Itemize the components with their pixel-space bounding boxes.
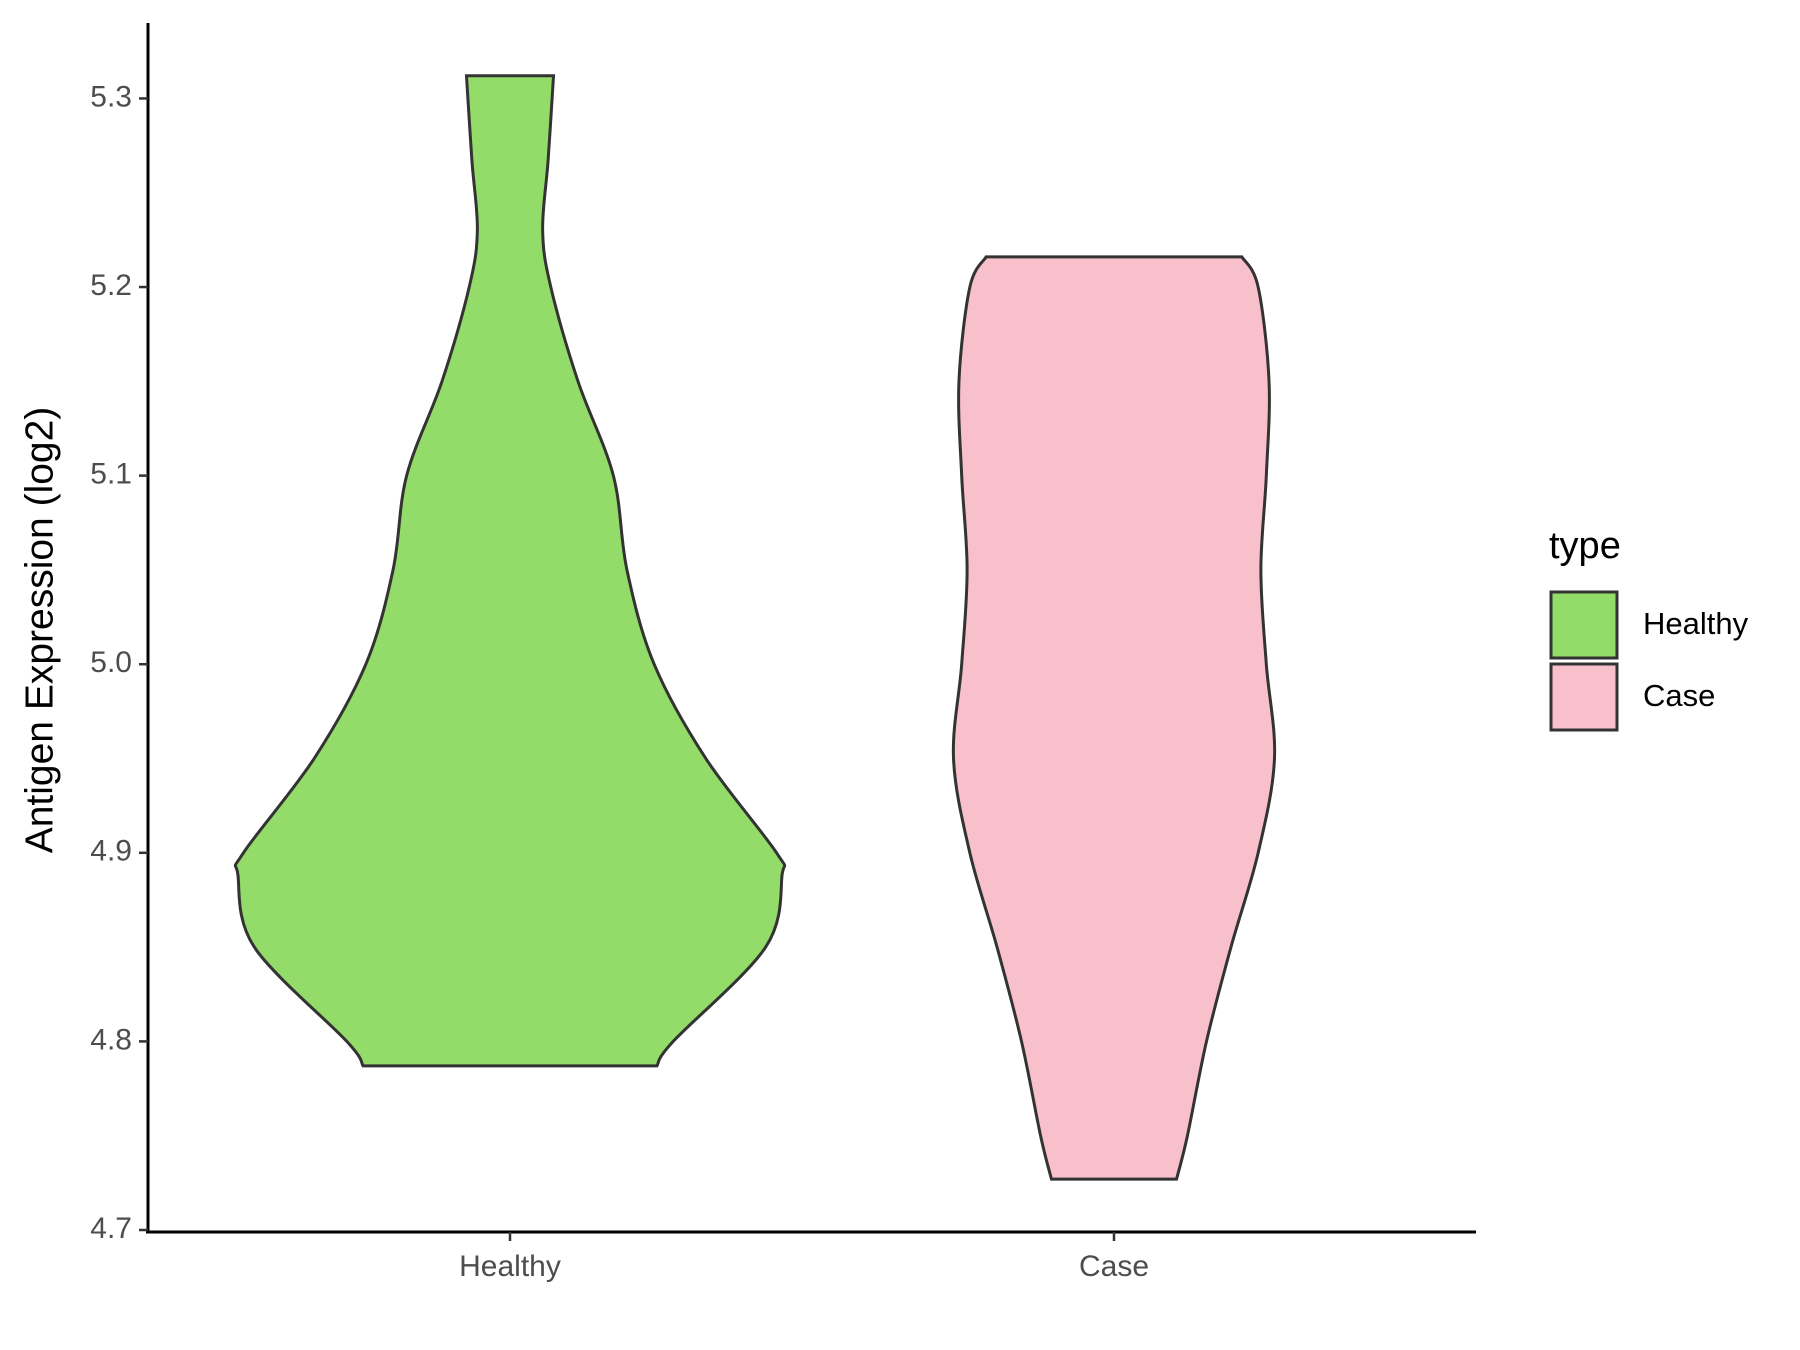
violin <box>233 74 787 1068</box>
y-tick-label: 5.3 <box>90 80 132 113</box>
legend-title: type <box>1549 525 1621 567</box>
y-tick-label: 5.1 <box>90 458 132 491</box>
legend-key <box>1549 662 1619 732</box>
legend-label: Case <box>1643 678 1715 713</box>
violin <box>951 255 1277 1181</box>
y-axis-title: Antigen Expression (log2) <box>18 407 61 854</box>
legend-label: Healthy <box>1643 606 1749 641</box>
y-tick-label: 5.0 <box>90 646 132 679</box>
x-tick-label: Case <box>1079 1250 1149 1283</box>
x-tick-label: Healthy <box>459 1250 561 1283</box>
y-tick-label: 4.8 <box>90 1023 132 1056</box>
y-tick-label: 4.7 <box>90 1212 132 1245</box>
y-tick-label: 4.9 <box>90 835 132 868</box>
legend-key <box>1549 590 1619 660</box>
y-tick-label: 5.2 <box>90 269 132 302</box>
